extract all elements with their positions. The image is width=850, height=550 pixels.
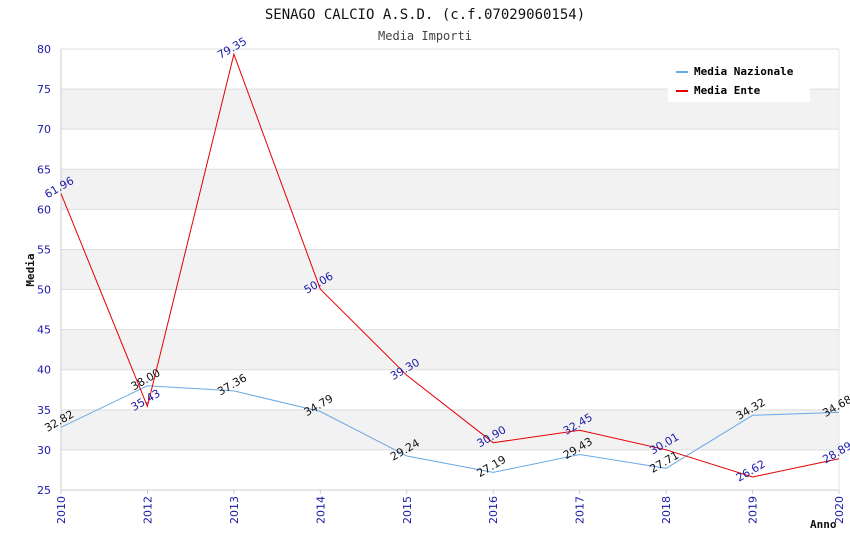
- series-line-media-ente: [60, 52, 840, 478]
- data-label-media-ente: 79.35: [215, 35, 249, 62]
- legend-box: [668, 60, 810, 102]
- grid-band: [61, 249, 839, 290]
- x-tick-label: 2017: [574, 496, 587, 524]
- series-line-media-nazionale: [60, 385, 840, 473]
- axes: [60, 49, 840, 494]
- y-tick-label: 65: [37, 163, 51, 176]
- y-tick-label: 45: [37, 324, 51, 337]
- y-axis-label: Media: [24, 253, 37, 286]
- x-tick-label: 2010: [55, 496, 68, 524]
- x-tick-label: 2016: [487, 496, 500, 524]
- y-tick-label: 40: [37, 364, 51, 377]
- grid-band: [61, 169, 839, 210]
- legend: Media Nazionale Media Ente: [668, 60, 810, 102]
- y-tick-label: 25: [37, 484, 51, 497]
- grid-band: [61, 409, 839, 450]
- y-tick-labels: 25 30 35 40 45 50 55 60 65 70 75 80: [37, 43, 51, 497]
- chart-title: SENAGO CALCIO A.S.D. (c.f.07029060154): [265, 7, 585, 23]
- grid-band: [61, 329, 839, 370]
- x-axis-label: Anno: [810, 518, 837, 531]
- y-tick-label: 70: [37, 123, 51, 136]
- gridlines: [61, 48, 839, 491]
- data-label-media-nazionale: 38.00: [129, 366, 163, 393]
- y-tick-label: 50: [37, 284, 51, 297]
- x-tick-labels: 2010 2012 2013 2014 2015 2016 2017 2018 2019 2020: [55, 496, 846, 524]
- legend-label-media-nazionale: Media Nazionale: [694, 65, 794, 78]
- y-tick-label: 30: [37, 444, 51, 457]
- series-lines: [60, 52, 840, 478]
- y-tick-label: 35: [37, 404, 51, 417]
- x-tick-label: 2020: [833, 496, 846, 524]
- data-label-media-nazionale: 27.19: [475, 453, 509, 480]
- y-tick-label: 55: [37, 243, 51, 256]
- x-tick-label: 2012: [141, 496, 154, 524]
- x-tick-label: 2014: [314, 496, 327, 524]
- y-tick-label: 80: [37, 43, 51, 56]
- legend-label-media-ente: Media Ente: [694, 84, 761, 97]
- x-tick-label: 2019: [747, 496, 760, 524]
- data-label-media-ente: 26.62: [734, 457, 768, 484]
- y-tick-label: 60: [37, 203, 51, 216]
- data-label-media-nazionale: 37.36: [215, 371, 249, 398]
- chart-subtitle: Media Importi: [378, 29, 472, 43]
- grid-bands: [61, 89, 839, 450]
- x-tick-label: 2015: [401, 496, 414, 524]
- x-tick-label: 2013: [228, 496, 241, 524]
- x-tick-label: 2018: [660, 496, 673, 524]
- y-tick-label: 75: [37, 83, 51, 96]
